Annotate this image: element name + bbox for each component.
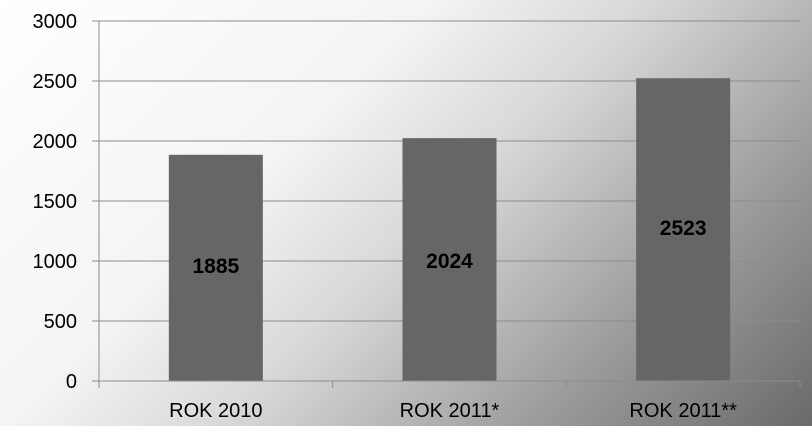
bar-2 xyxy=(402,138,497,381)
axes xyxy=(92,20,801,388)
y-tick-label: 0 xyxy=(66,371,77,393)
y-tick-label: 2000 xyxy=(33,131,78,153)
x-tick-label: ROK 2010 xyxy=(169,400,262,422)
bar-1 xyxy=(168,154,263,381)
x-tick-label: ROK 2011** xyxy=(629,400,737,422)
x-tick-label: ROK 2011* xyxy=(400,400,500,422)
data-labels: 1885 2024 2523 xyxy=(192,217,706,278)
data-label: 1885 xyxy=(192,255,239,278)
y-tick-label: 3000 xyxy=(33,11,78,33)
data-label: 2523 xyxy=(660,217,707,240)
bar-3 xyxy=(636,78,731,382)
bars xyxy=(168,78,731,382)
y-tick-label: 1500 xyxy=(33,191,78,213)
y-axis-tick-labels: 0 500 1000 1500 2000 2500 3000 xyxy=(33,11,78,393)
y-tick-label: 2500 xyxy=(33,71,78,93)
data-label: 2024 xyxy=(426,250,473,273)
x-axis-tick-labels: ROK 2010 ROK 2011* ROK 2011** xyxy=(169,400,737,422)
y-tick-label: 500 xyxy=(44,311,77,333)
y-tick-label: 1000 xyxy=(33,251,78,273)
